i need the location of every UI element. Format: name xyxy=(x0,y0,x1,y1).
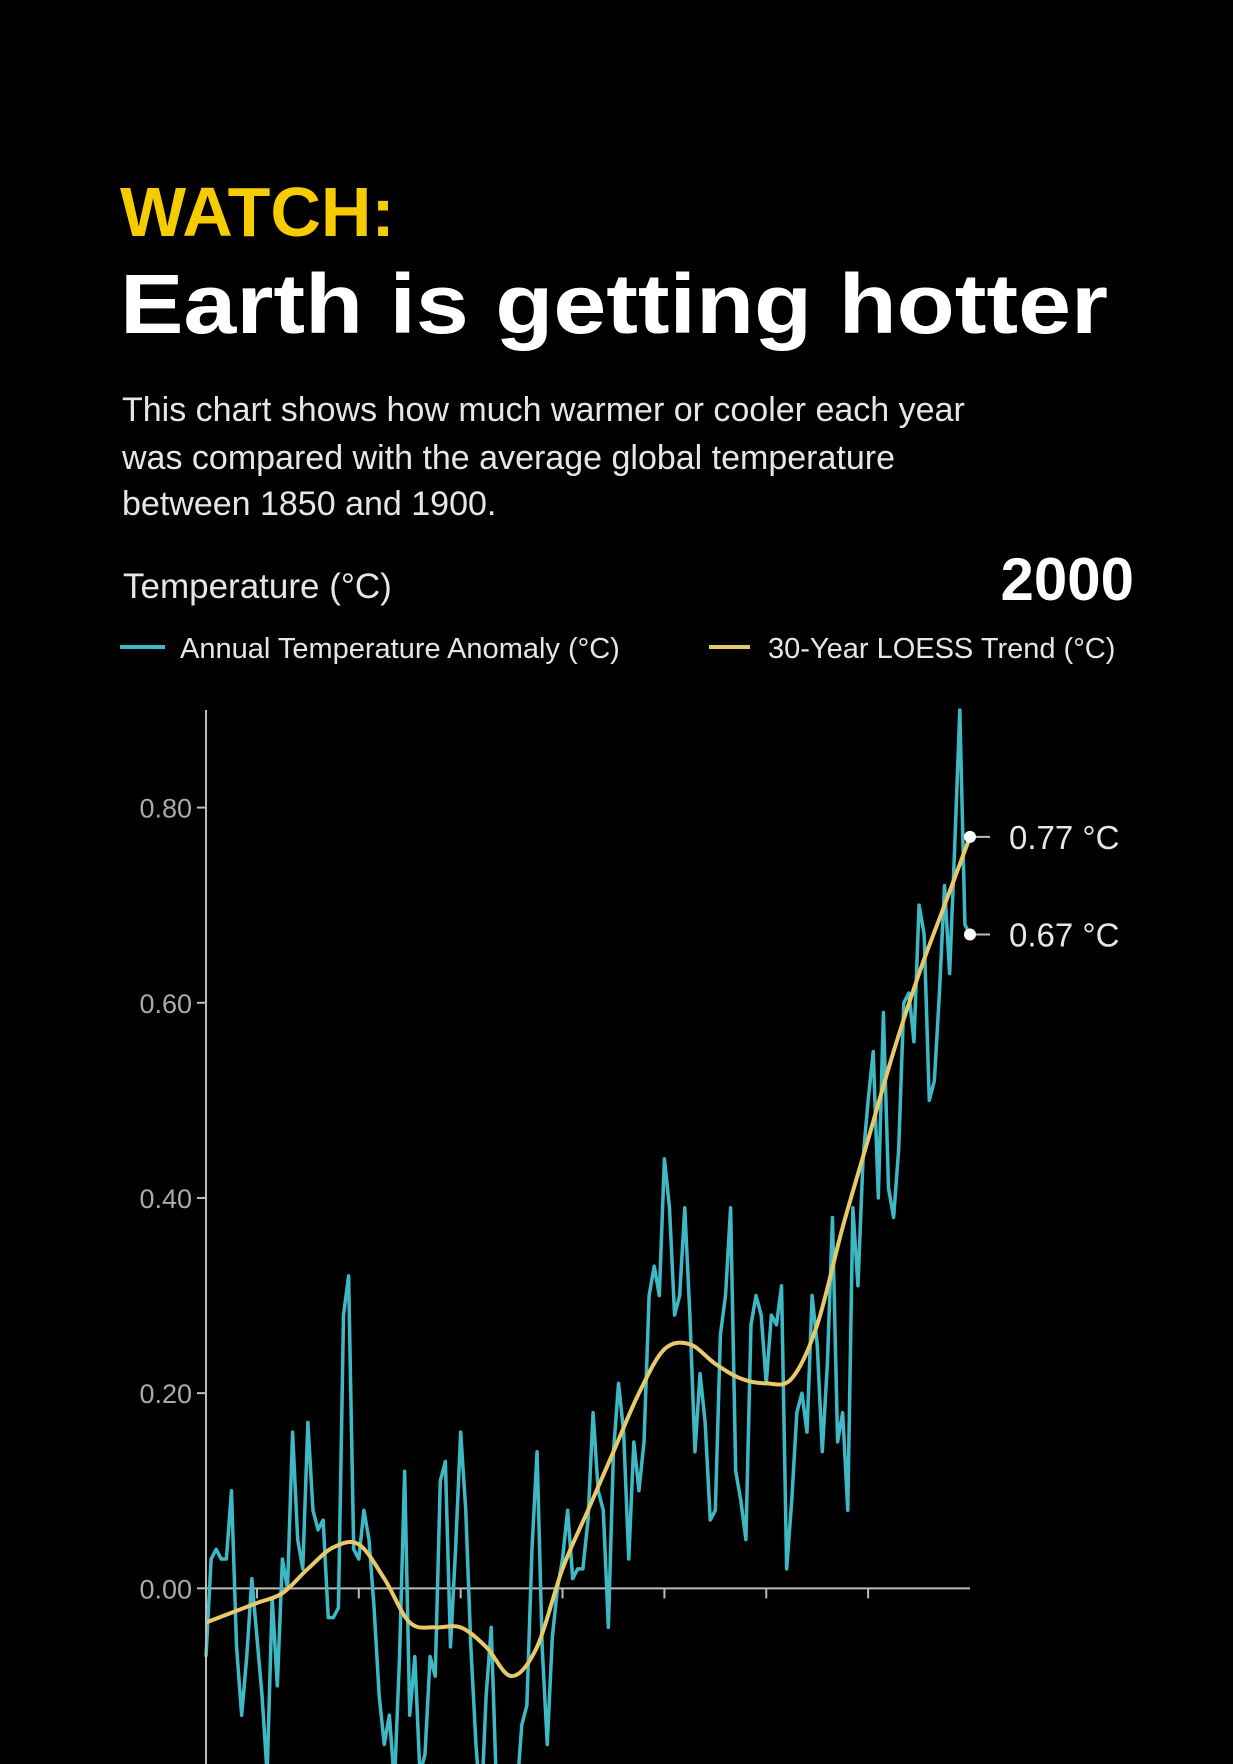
chart-title: Earth is getting hotter xyxy=(120,257,1108,351)
description-line: was compared with the average global tem… xyxy=(121,439,895,477)
legend-label: Annual Temperature Anomaly (°C) xyxy=(180,633,620,665)
legend-label: 30-Year LOESS Trend (°C) xyxy=(768,633,1115,665)
data-line xyxy=(205,836,972,1679)
plot-area xyxy=(204,708,972,1764)
kicker: WATCH: xyxy=(120,173,395,251)
y-tick-label: 0.40 xyxy=(139,1184,192,1214)
y-tick-label: 0.00 xyxy=(139,1574,192,1604)
end-point xyxy=(964,928,976,941)
end-point xyxy=(964,830,976,843)
data-line xyxy=(204,708,972,1764)
end-label: 0.67 °C xyxy=(1009,916,1119,953)
y-tick-label: 0.80 xyxy=(139,794,192,824)
current-year: 2000 xyxy=(1001,546,1134,613)
description-line: This chart shows how much warmer or cool… xyxy=(122,391,965,429)
y-tick-label: 0.60 xyxy=(139,989,192,1019)
y-axis-label: Temperature (°C) xyxy=(123,567,392,606)
y-tick-label: 0.20 xyxy=(139,1379,192,1409)
end-label: 0.77 °C xyxy=(1009,819,1119,856)
description-line: between 1850 and 1900. xyxy=(122,485,496,523)
